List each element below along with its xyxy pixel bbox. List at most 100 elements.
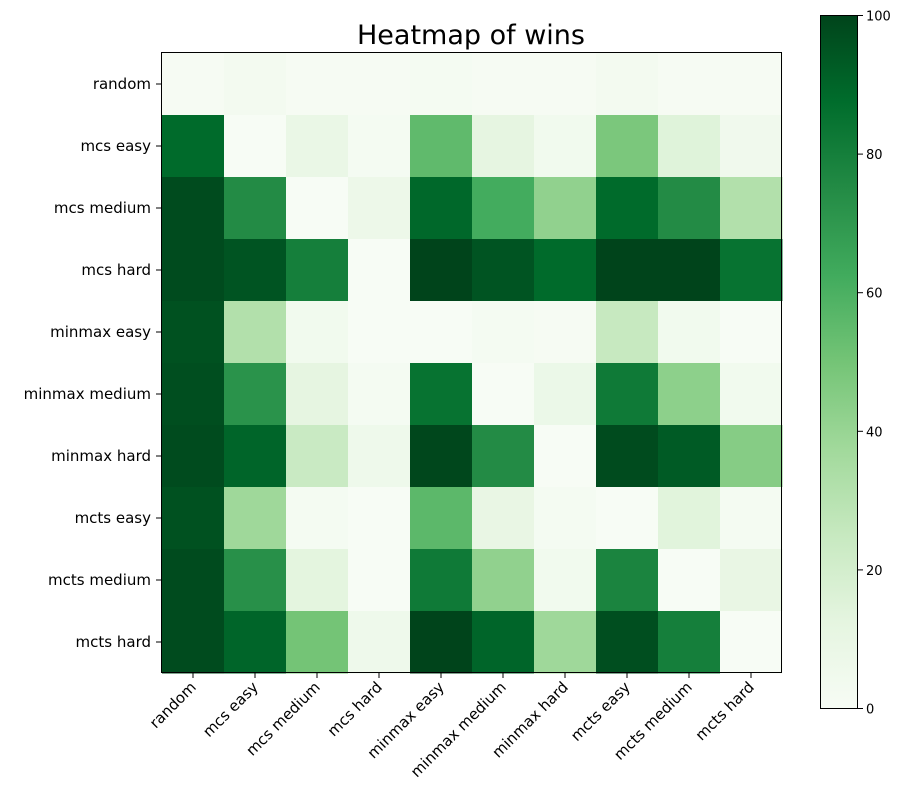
heatmap-cell (534, 487, 597, 550)
heatmap-cell (720, 239, 783, 302)
heatmap-cell (658, 363, 721, 426)
heatmap-cell (162, 425, 225, 488)
heatmap-cell (286, 363, 349, 426)
heatmap-cell (596, 425, 659, 488)
y-tick-label: minmax medium (24, 385, 151, 403)
heatmap-cell (472, 487, 535, 550)
heatmap-cell (348, 239, 411, 302)
y-tick-label: minmax easy (50, 323, 151, 341)
heatmap-cell (162, 549, 225, 612)
heatmap-cell (410, 487, 473, 550)
heatmap-cell (224, 363, 287, 426)
y-tick-label: mcs easy (80, 137, 151, 155)
colorbar-tick-label: 0 (866, 703, 874, 718)
heatmap-frame (161, 52, 782, 673)
heatmap-cell (472, 115, 535, 178)
heatmap-cell (410, 425, 473, 488)
heatmap-cell (162, 177, 225, 240)
heatmap-cell (658, 115, 721, 178)
heatmap-cell (286, 239, 349, 302)
y-tick-label: mcts hard (76, 633, 151, 651)
colorbar-tick-label: 20 (866, 564, 883, 579)
heatmap-cell (596, 611, 659, 674)
heatmap-cell (720, 549, 783, 612)
heatmap-cell (596, 239, 659, 302)
heatmap-cell (224, 611, 287, 674)
heatmap-cell (472, 549, 535, 612)
heatmap-cell (534, 177, 597, 240)
heatmap-cell (534, 549, 597, 612)
colorbar-axis: 0 20 40 60 80 100 (857, 10, 891, 718)
heatmap-cell (658, 487, 721, 550)
x-tick-label: mcs hard (324, 678, 386, 740)
x-tick-label: random (146, 678, 200, 732)
heatmap-cell (720, 53, 783, 116)
heatmap-cell (224, 177, 287, 240)
heatmap-cell (348, 487, 411, 550)
heatmap-cell (596, 363, 659, 426)
heatmap-cell (596, 177, 659, 240)
heatmap-cell (348, 611, 411, 674)
heatmap-cell (410, 53, 473, 116)
heatmap-cell (472, 301, 535, 364)
heatmap-cell (472, 611, 535, 674)
x-tick-label: mcts hard (692, 678, 758, 744)
heatmap-cell (410, 115, 473, 178)
heatmap-cell (658, 301, 721, 364)
heatmap-cell (348, 363, 411, 426)
y-tick-label: minmax hard (51, 447, 151, 465)
heatmap-cell (286, 425, 349, 488)
heatmap-cell (224, 549, 287, 612)
x-tick-label: mcts easy (567, 678, 634, 745)
heatmap-cell (720, 363, 783, 426)
heatmap-cell (162, 53, 225, 116)
y-tick-label: mcs medium (54, 199, 151, 217)
heatmap-cell (162, 487, 225, 550)
y-tick-label: mcs hard (81, 261, 151, 279)
colorbar-tick-label: 40 (866, 425, 883, 440)
colorbar-tick-label: 60 (866, 287, 883, 302)
heatmap-cell (534, 425, 597, 488)
heatmap-cell (658, 549, 721, 612)
chart-title: Heatmap of wins (357, 20, 585, 51)
heatmap-cell (286, 487, 349, 550)
colorbar-tick-label: 100 (866, 10, 891, 25)
heatmap-cell (472, 53, 535, 116)
heatmap-cell (720, 301, 783, 364)
heatmap-cell (162, 363, 225, 426)
heatmap-cell (348, 177, 411, 240)
heatmap-cell (224, 301, 287, 364)
heatmap-cell (286, 301, 349, 364)
heatmap-cell (224, 53, 287, 116)
heatmap-cell (286, 53, 349, 116)
heatmap-cell (534, 301, 597, 364)
heatmap-cell (720, 425, 783, 488)
heatmap-cell (286, 177, 349, 240)
heatmap-cells (162, 53, 783, 674)
heatmap-cell (658, 239, 721, 302)
heatmap-cell (348, 53, 411, 116)
y-tick-label: random (93, 75, 151, 93)
heatmap-cell (472, 177, 535, 240)
colorbar (820, 15, 858, 709)
heatmap-cell (596, 301, 659, 364)
heatmap-cell (596, 53, 659, 116)
heatmap-cell (162, 301, 225, 364)
heatmap-cell (286, 115, 349, 178)
y-axis: random mcs easy mcs medium mcs hard minmax e… (24, 75, 162, 651)
heatmap-cell (658, 611, 721, 674)
heatmap-cell (720, 115, 783, 178)
y-tick-label: mcts medium (48, 571, 151, 589)
heatmap-cell (410, 239, 473, 302)
heatmap-cell (534, 611, 597, 674)
heatmap-cell (596, 487, 659, 550)
heatmap-cell (410, 301, 473, 364)
heatmap-cell (720, 487, 783, 550)
heatmap-cell (348, 301, 411, 364)
heatmap-cell (410, 611, 473, 674)
heatmap-cell (658, 425, 721, 488)
heatmap-cell (348, 549, 411, 612)
heatmap-cell (410, 363, 473, 426)
heatmap-cell (472, 363, 535, 426)
